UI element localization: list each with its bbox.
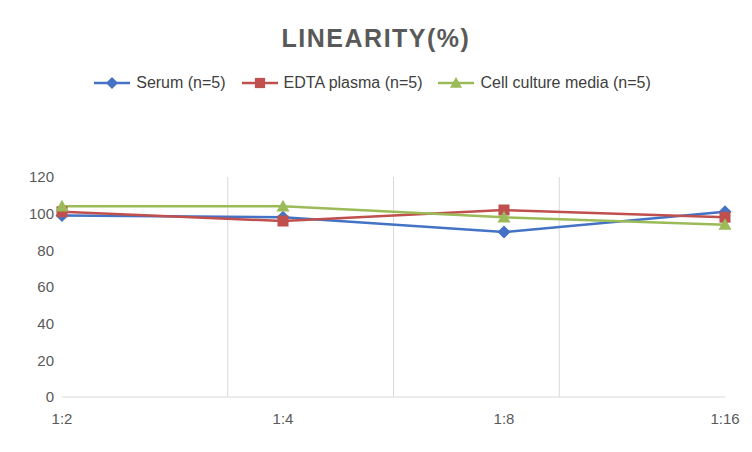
- svg-text:20: 20: [37, 352, 54, 369]
- html-text:LINEARITY(%): LINEARITY(%): [281, 24, 471, 52]
- html-text:EDTA plasma (n=5): EDTA plasma (n=5): [283, 74, 423, 91]
- html-text:Cell culture media (n=5): Cell culture media (n=5): [480, 74, 651, 91]
- svg-text:1:8: 1:8: [494, 410, 515, 427]
- svg-text:1:16: 1:16: [710, 410, 739, 427]
- svg-text:80: 80: [37, 242, 54, 259]
- svg-text:1:4: 1:4: [273, 410, 294, 427]
- svg-text:100: 100: [29, 205, 54, 222]
- svg-text:0: 0: [46, 388, 54, 405]
- svg-text:1:2: 1:2: [52, 410, 73, 427]
- svg-text:120: 120: [29, 168, 54, 185]
- svg-text:40: 40: [37, 315, 54, 332]
- html-text:Serum (n=5): Serum (n=5): [136, 74, 226, 91]
- svg-text:60: 60: [37, 278, 54, 295]
